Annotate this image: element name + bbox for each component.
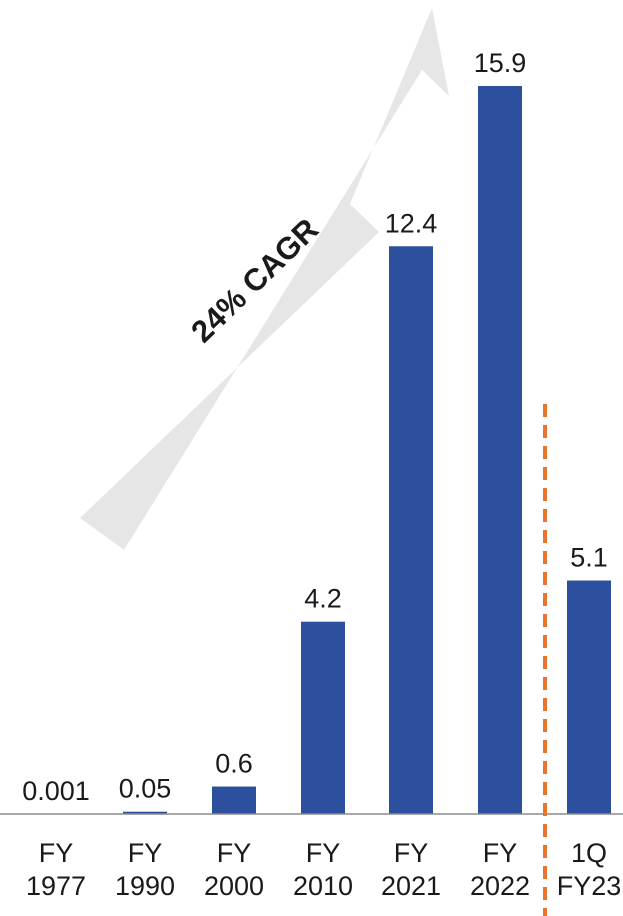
x-tick-label-0-0: FY xyxy=(39,838,74,868)
data-label-1: 0.05 xyxy=(119,774,172,804)
x-tick-label-3-0: FY xyxy=(306,838,341,868)
x-tick-label-4-0: FY xyxy=(394,838,429,868)
x-tick-label-1-1: 1990 xyxy=(115,871,175,901)
x-tick-label-2-1: 2000 xyxy=(204,871,264,901)
data-label-4: 12.4 xyxy=(385,208,438,238)
x-tick-label-6-1: FY23 xyxy=(557,871,622,901)
x-tick-label-0-1: 1977 xyxy=(26,871,86,901)
x-tick-label-6-0: 1Q xyxy=(571,838,607,868)
x-tick-label-1-0: FY xyxy=(128,838,163,868)
x-tick-label-5-0: FY xyxy=(483,838,518,868)
bar-4 xyxy=(389,246,433,814)
bar-6 xyxy=(567,580,611,814)
bar-2 xyxy=(212,786,256,814)
bar-5 xyxy=(478,86,522,814)
bar-1 xyxy=(123,811,167,814)
data-label-0: 0.001 xyxy=(22,776,90,806)
x-tick-label-2-0: FY xyxy=(217,838,252,868)
data-label-3: 4.2 xyxy=(304,584,342,614)
bar-3 xyxy=(301,621,345,814)
x-tick-label-4-1: 2021 xyxy=(381,871,441,901)
cagr-arrow xyxy=(80,8,449,550)
data-label-2: 0.6 xyxy=(215,749,253,779)
x-tick-label-5-1: 2022 xyxy=(470,871,530,901)
data-label-5: 15.9 xyxy=(474,48,527,78)
data-label-6: 5.1 xyxy=(570,542,608,572)
x-tick-label-3-1: 2010 xyxy=(293,871,353,901)
